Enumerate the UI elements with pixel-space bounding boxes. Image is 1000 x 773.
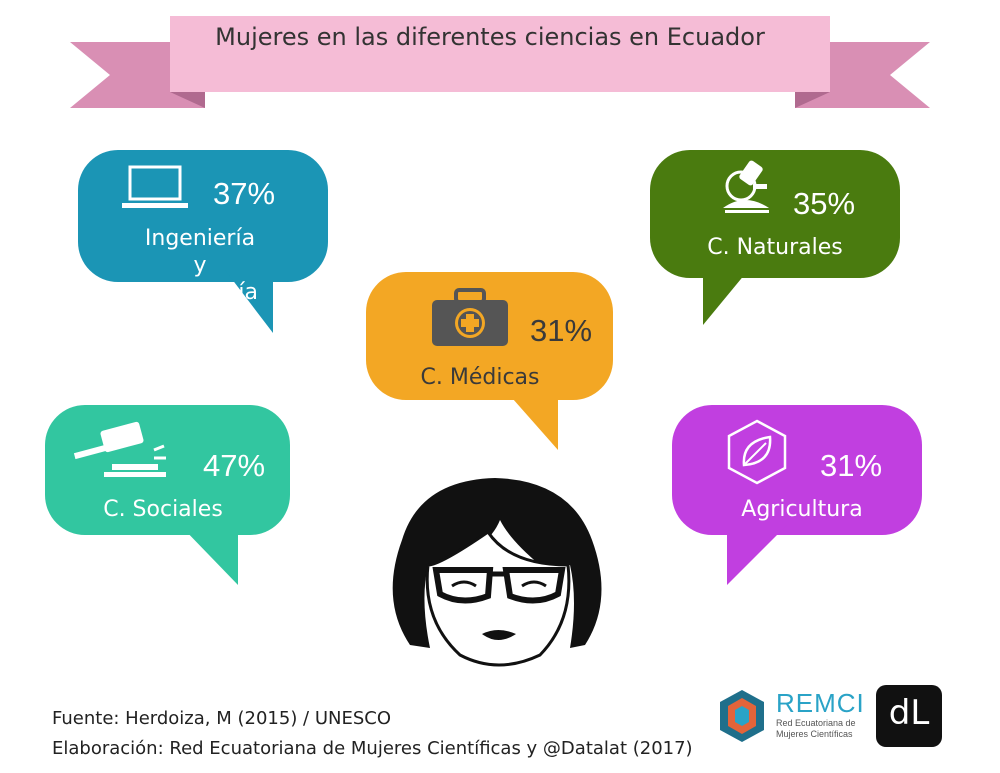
microscope-icon bbox=[723, 160, 769, 213]
datalat-mark: dL bbox=[888, 693, 930, 733]
percent-agricultura: 31% bbox=[820, 448, 883, 483]
percent-medicas: 31% bbox=[530, 313, 593, 348]
percent-naturales: 35% bbox=[793, 186, 856, 221]
gavel-icon bbox=[73, 421, 166, 477]
label-ingenieria: Ingeniería y Tecnología bbox=[142, 226, 258, 305]
remci-name: REMCI bbox=[776, 688, 865, 718]
woman-avatar bbox=[392, 478, 602, 667]
label-sociales: C. Sociales bbox=[103, 497, 223, 522]
percent-ingenieria: 37% bbox=[213, 176, 276, 211]
laptop-icon bbox=[122, 165, 188, 208]
remci-subtitle-1: Red Ecuatoriana de bbox=[776, 718, 856, 728]
percent-sociales: 47% bbox=[203, 448, 266, 483]
remci-subtitle-2: Mujeres Científicas bbox=[776, 729, 853, 739]
banner-ribbon bbox=[70, 16, 930, 108]
label-agricultura: Agricultura bbox=[741, 497, 863, 522]
datalat-logo bbox=[876, 685, 942, 747]
source-text: Fuente: Herdoiza, M (2015) / UNESCO bbox=[52, 708, 392, 729]
label-naturales: C. Naturales bbox=[707, 235, 843, 260]
leaf-hexagon-icon bbox=[727, 419, 787, 485]
remci-logo-icon bbox=[720, 690, 764, 742]
page-title: Mujeres en las diferentes ciencias en Ec… bbox=[215, 23, 765, 51]
medical-kit-icon bbox=[432, 288, 508, 346]
credit-text: Elaboración: Red Ecuatoriana de Mujeres … bbox=[52, 738, 693, 759]
label-medicas: C. Médicas bbox=[420, 365, 540, 390]
